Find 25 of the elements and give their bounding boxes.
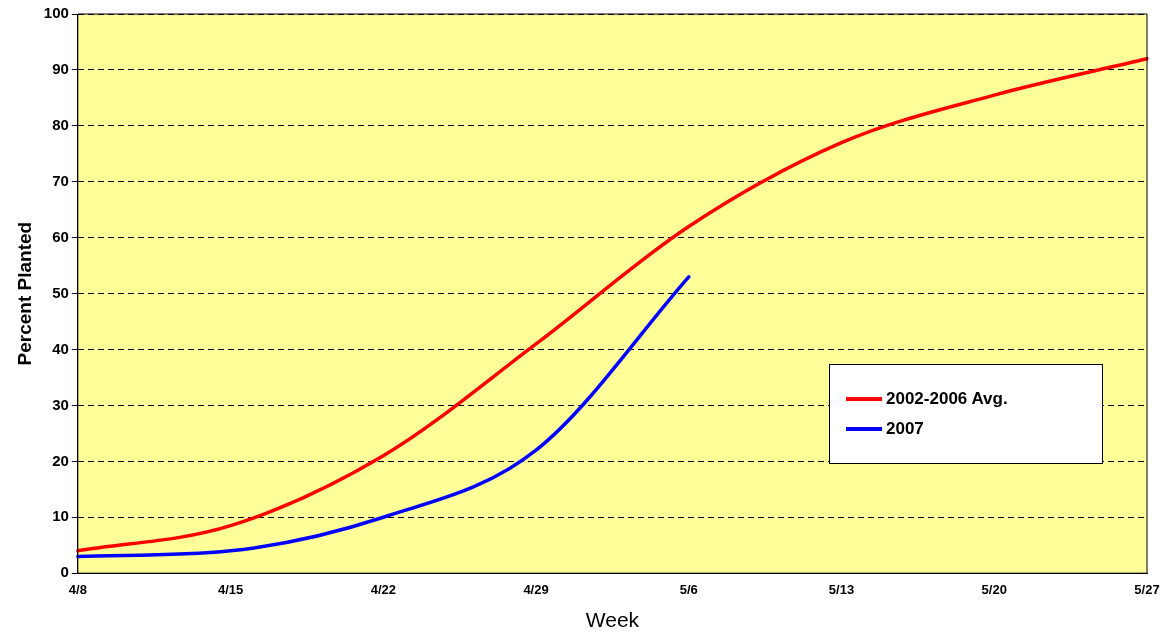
line-series: [76, 275, 691, 559]
legend-label: 2007: [886, 418, 924, 439]
y-tick-label: 100: [43, 4, 69, 22]
x-tick-label: 5/27: [1134, 581, 1160, 597]
y-tick-label: 90: [52, 60, 69, 78]
y-tick-label: 20: [52, 451, 69, 469]
y-tick-label: 10: [52, 507, 69, 525]
x-tick-label: 5/20: [981, 581, 1007, 597]
y-tick-label: 0: [60, 563, 69, 581]
y-tick-label: 40: [52, 339, 69, 357]
y-tick-label: 60: [52, 227, 69, 245]
y-tick-label: 50: [52, 283, 69, 301]
x-tick-label: 5/13: [828, 581, 855, 597]
y-tick-label: 70: [52, 171, 69, 189]
y-axis-title: Percent Planted: [13, 221, 35, 366]
x-tick-label: 4/8: [68, 581, 87, 597]
y-tick-label: 80: [52, 115, 69, 133]
x-tick-label: 4/15: [217, 581, 244, 597]
x-tick-label: 4/29: [523, 581, 549, 597]
x-tick-label: 4/22: [370, 581, 396, 597]
x-axis-title: Week: [585, 608, 640, 632]
y-tick-label: 30: [52, 395, 69, 413]
x-tick-label: 5/6: [679, 581, 698, 597]
legend-label: 2002-2006 Avg.: [886, 388, 1008, 409]
line-series: [76, 56, 1149, 553]
